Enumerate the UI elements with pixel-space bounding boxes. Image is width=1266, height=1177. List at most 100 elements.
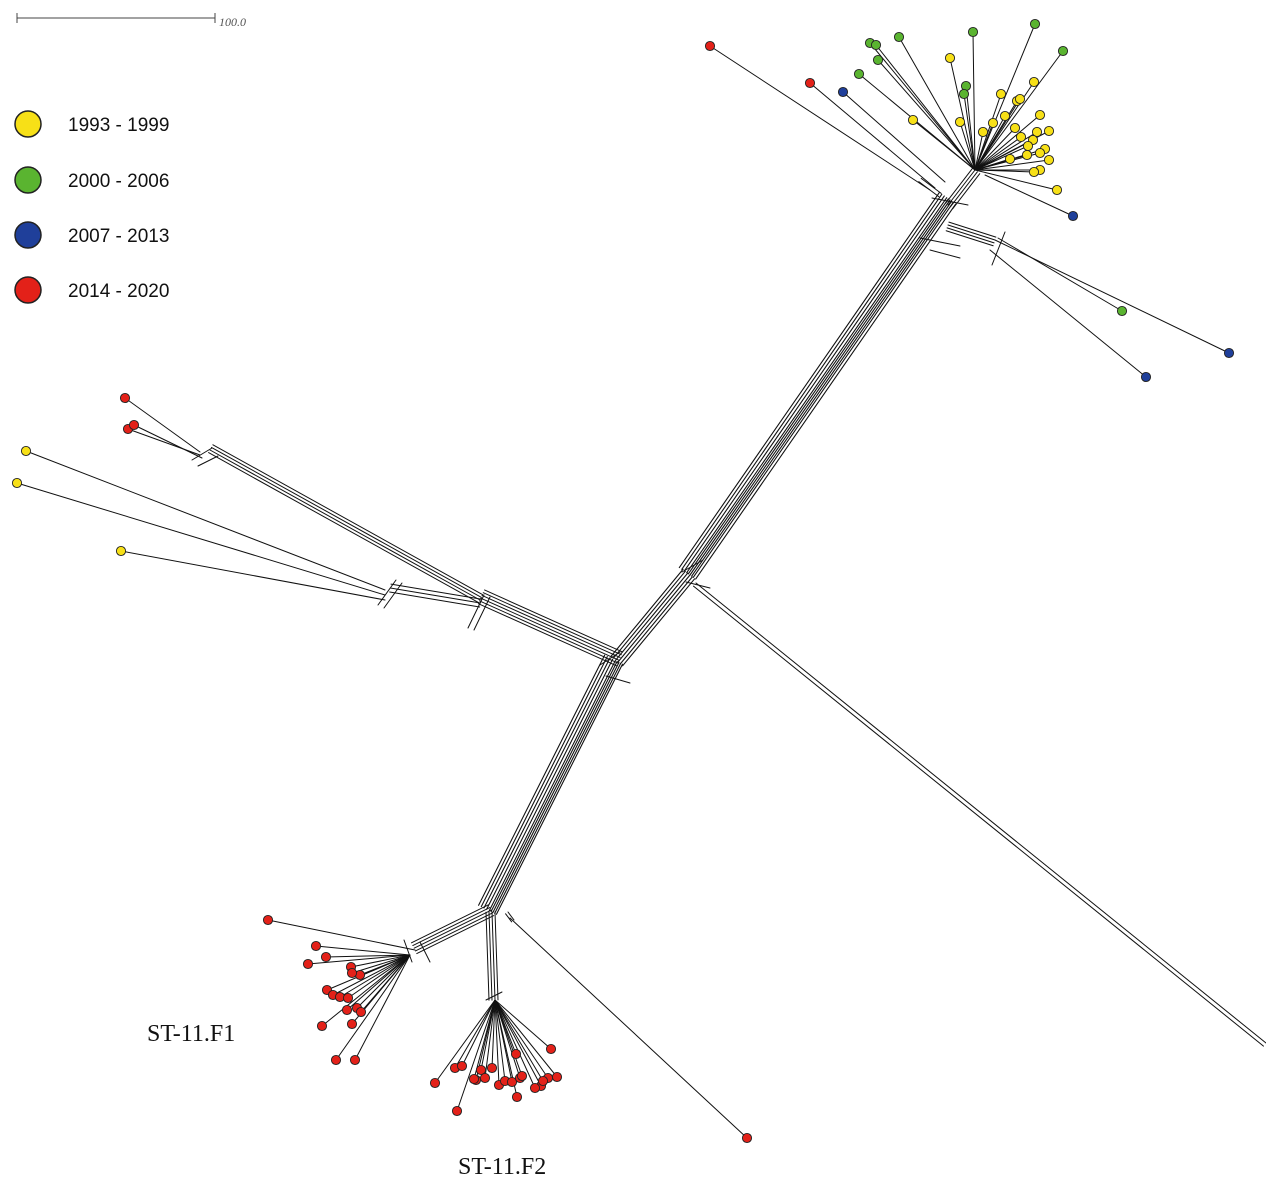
legend-swatch-yellow — [14, 110, 42, 138]
legend-item-1993-1999: 1993 - 1999 — [14, 110, 169, 138]
isolate-node — [967, 26, 979, 38]
leaf-edge — [325, 954, 411, 958]
leaf-edge — [997, 237, 1123, 312]
f1-branch-edge — [416, 915, 495, 955]
leaf-edge — [350, 954, 411, 968]
split-edge — [507, 911, 515, 921]
leaf-edge — [494, 999, 549, 1079]
leaf-edge — [456, 999, 496, 1112]
split-edge — [505, 913, 513, 923]
left-branch-edge — [477, 603, 617, 667]
isolate-node — [355, 1006, 367, 1018]
trunk-edge — [691, 200, 953, 577]
leaf-edge — [974, 145, 1029, 171]
isolate-node — [551, 1071, 563, 1083]
trunk-edge — [486, 658, 614, 910]
split-edge — [403, 939, 413, 963]
isolate-node — [977, 126, 989, 138]
leaf-edge — [347, 954, 411, 999]
split-edge — [485, 991, 503, 1001]
leaf-edge — [974, 131, 1038, 171]
isolate-node — [1029, 18, 1041, 30]
isolate-node — [529, 1082, 541, 1094]
isolate-node — [20, 445, 32, 457]
legend-swatch-green — [14, 166, 42, 194]
branch-edge — [210, 446, 482, 598]
leaf-edge — [127, 428, 201, 456]
trunk-edge — [492, 661, 620, 914]
isolate-node — [958, 88, 970, 100]
network-nodes — [11, 18, 1235, 1144]
split-edge — [467, 594, 485, 629]
isolate-node — [1014, 93, 1026, 105]
trunk-edge — [689, 199, 951, 576]
leaf-edge — [974, 122, 994, 171]
f2-branch-edge — [485, 911, 490, 1001]
split-edge — [377, 579, 397, 606]
isolate-node — [342, 992, 354, 1004]
leaf-edge — [335, 954, 411, 1061]
isolate-node — [987, 117, 999, 129]
branch-edge — [212, 444, 484, 596]
isolate-node — [316, 1020, 328, 1032]
isolate-node — [516, 1070, 528, 1082]
isolate-node — [1051, 184, 1063, 196]
leaf-edge — [351, 954, 411, 974]
trunk-edge — [610, 568, 684, 657]
isolate-node — [486, 1062, 498, 1074]
cluster-edge — [949, 171, 978, 208]
branch-edge — [948, 221, 997, 238]
isolate-node — [954, 116, 966, 128]
leaf-edge — [494, 999, 542, 1087]
isolate-node — [119, 392, 131, 404]
isolate-node — [128, 419, 140, 431]
trunk-edge — [612, 570, 686, 659]
network-edges — [16, 23, 1266, 1139]
legend-item-2014-2020: 2014 - 2020 — [14, 276, 169, 304]
leaf-edge — [974, 115, 1006, 171]
cluster-edge — [947, 169, 976, 206]
leaf-edge — [974, 114, 1041, 171]
leaf-edge — [356, 954, 411, 1009]
isolate-node — [479, 1072, 491, 1084]
leaf-edge — [267, 919, 416, 951]
isolate-node — [1140, 371, 1152, 383]
f2-branch-edge — [494, 911, 499, 1001]
leaf-edge — [959, 121, 976, 171]
split-edge — [419, 941, 431, 963]
isolate-node — [320, 951, 332, 963]
split-edge — [681, 559, 704, 573]
trunk-edge — [695, 203, 957, 580]
split-edge — [599, 651, 621, 666]
trunk-edge — [687, 198, 949, 575]
branch-edge — [389, 591, 481, 608]
leaf-edge — [434, 999, 496, 1084]
scale-bar-label: 100.0 — [219, 15, 246, 29]
leaf-edge — [473, 999, 496, 1080]
leaf-edge — [454, 999, 496, 1069]
leaf-edge — [16, 482, 386, 596]
left-branch-edge — [482, 592, 622, 656]
isolate-node — [1021, 149, 1033, 161]
left-branch-edge — [484, 589, 624, 653]
legend-swatch-blue — [14, 221, 42, 249]
leaf-edge — [509, 917, 748, 1139]
isolate-node — [346, 1018, 358, 1030]
long-branch-edge — [692, 585, 1264, 1047]
isolate-node — [1009, 122, 1021, 134]
leaf-edge — [25, 450, 386, 591]
legend-swatch-red — [14, 276, 42, 304]
leaf-edge — [898, 36, 976, 171]
leaf-edge — [972, 31, 976, 171]
scale-bar: 100.0 — [16, 13, 246, 29]
leaf-edge — [494, 999, 517, 1055]
isolate-node — [704, 40, 716, 52]
branch-edge — [946, 227, 995, 244]
branch-edge — [209, 449, 481, 601]
leaf-edge — [346, 954, 411, 1011]
isolate-node — [506, 1076, 518, 1088]
isolate-node — [1022, 140, 1034, 152]
trunk-edge — [617, 574, 691, 663]
isolate-node — [893, 31, 905, 43]
leaf-edge — [494, 999, 552, 1050]
